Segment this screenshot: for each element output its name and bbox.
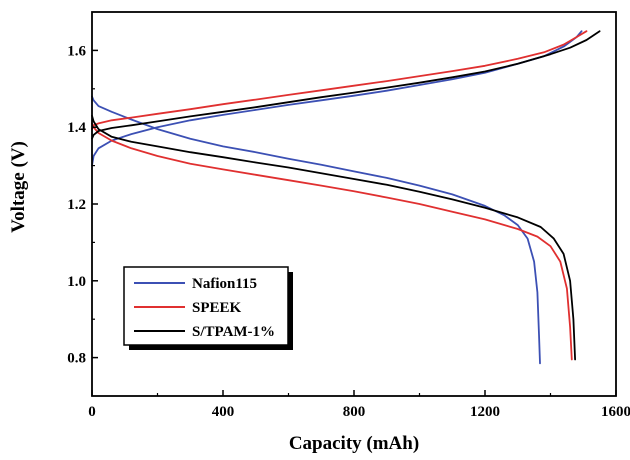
y-tick-label: 0.8 [67,351,86,367]
legend-label-nafion115: Nafion115 [192,276,257,292]
series-line-1-discharge [91,122,573,361]
y-tick-label: 1.4 [67,120,86,136]
series-line-1-charge [91,30,588,131]
axes: 0 400 800 1200 1600 0.8 1.0 1.2 1.4 1.6 [67,11,630,420]
y-tick-label: 1.2 [67,197,86,213]
y-tick-label: 1.0 [67,274,86,290]
x-tick-label: 0 [88,404,96,420]
x-tick-label: 1600 [601,404,630,420]
series-lines [91,30,601,365]
legend: Nafion115 SPEEK S/TPAM-1% [123,266,293,350]
x-axis-title: Capacity (mAh) [289,433,419,454]
series-line-2-discharge [91,114,576,361]
legend-label-stpam: S/TPAM-1% [192,324,275,340]
x-tick-label: 800 [343,404,366,420]
x-tick-label: 1200 [470,404,500,420]
legend-label-speek: SPEEK [192,300,242,316]
series-line-0-discharge [91,95,541,365]
x-tick-label: 400 [212,404,235,420]
series-line-2-charge [91,30,601,140]
y-axis-title: Voltage (V) [8,141,29,233]
y-tick-label: 1.6 [67,43,86,59]
